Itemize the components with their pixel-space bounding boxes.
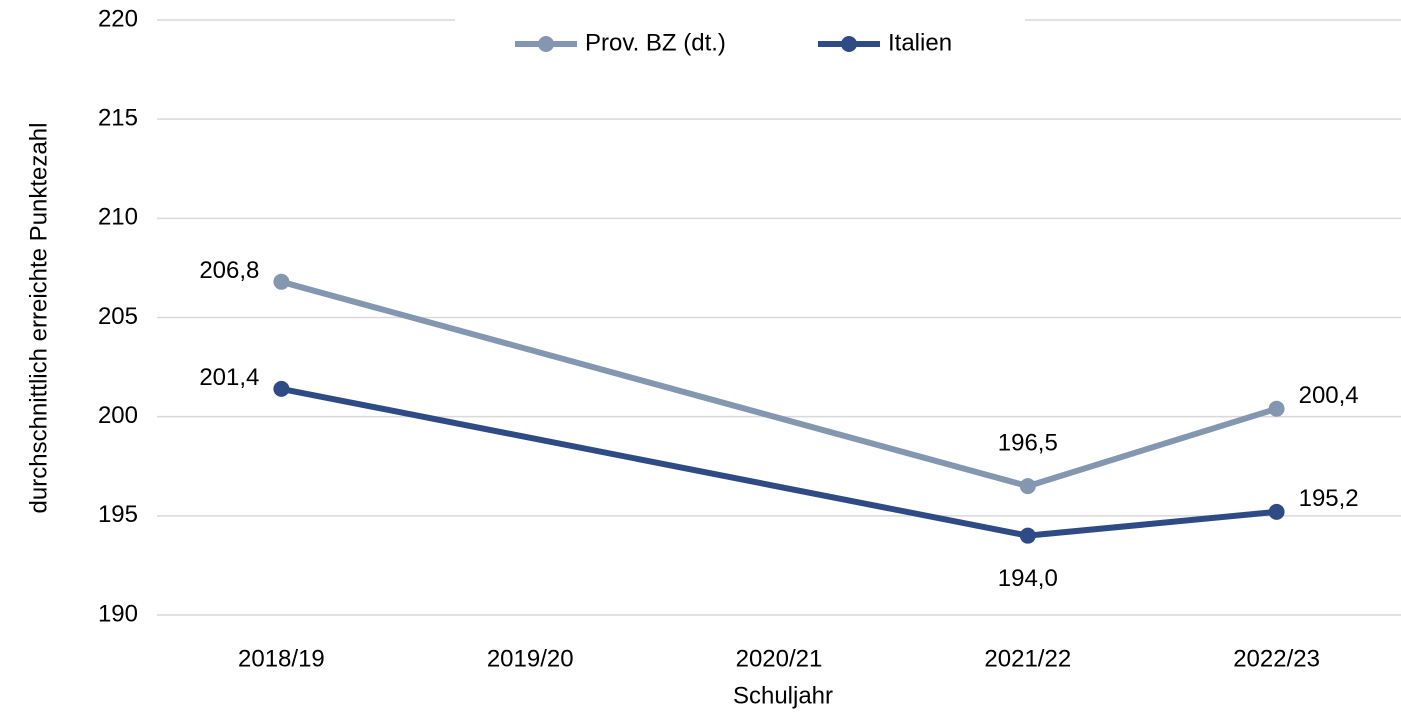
- legend-label: Prov. BZ (dt.): [585, 29, 726, 56]
- y-tick-label: 210: [98, 204, 138, 231]
- legend-label: Italien: [888, 29, 952, 56]
- x-tick-label: 2019/20: [487, 645, 574, 672]
- data-label: 196,5: [998, 429, 1058, 456]
- line-segment: [278, 278, 1031, 490]
- y-tick-label: 215: [98, 105, 138, 132]
- y-axis-title: durchschnittlich erreichte Punktezahl: [25, 123, 52, 514]
- x-axis-title: Schuljahr: [733, 682, 833, 709]
- legend-marker: [841, 36, 857, 52]
- y-tick-label: 220: [98, 5, 138, 32]
- x-tick-label: 2018/19: [238, 645, 325, 672]
- y-tick-label: 195: [98, 501, 138, 528]
- line-segment: [1024, 508, 1280, 539]
- point: [1268, 400, 1285, 417]
- x-tick-label: 2020/21: [736, 645, 823, 672]
- y-tick-label: 205: [98, 303, 138, 330]
- data-label: 200,4: [1299, 382, 1359, 409]
- data-label: 201,4: [199, 364, 259, 391]
- y-tick-label: 190: [98, 600, 138, 627]
- data-label: 206,8: [199, 257, 259, 284]
- data-label: 194,0: [998, 565, 1058, 592]
- y-tick-label: 200: [98, 402, 138, 429]
- legend-marker: [538, 36, 554, 52]
- point: [273, 273, 290, 290]
- line-segment: [278, 385, 1031, 539]
- x-tick-label: 2021/22: [984, 645, 1071, 672]
- point: [1019, 527, 1036, 544]
- point: [1268, 503, 1285, 520]
- line-segment: [1024, 405, 1280, 490]
- x-tick-label: 2022/23: [1233, 645, 1320, 672]
- data-label: 195,2: [1299, 485, 1359, 512]
- point: [273, 380, 290, 397]
- legend: Prov. BZ (dt.) Italien: [455, 0, 1025, 56]
- point: [1019, 478, 1036, 495]
